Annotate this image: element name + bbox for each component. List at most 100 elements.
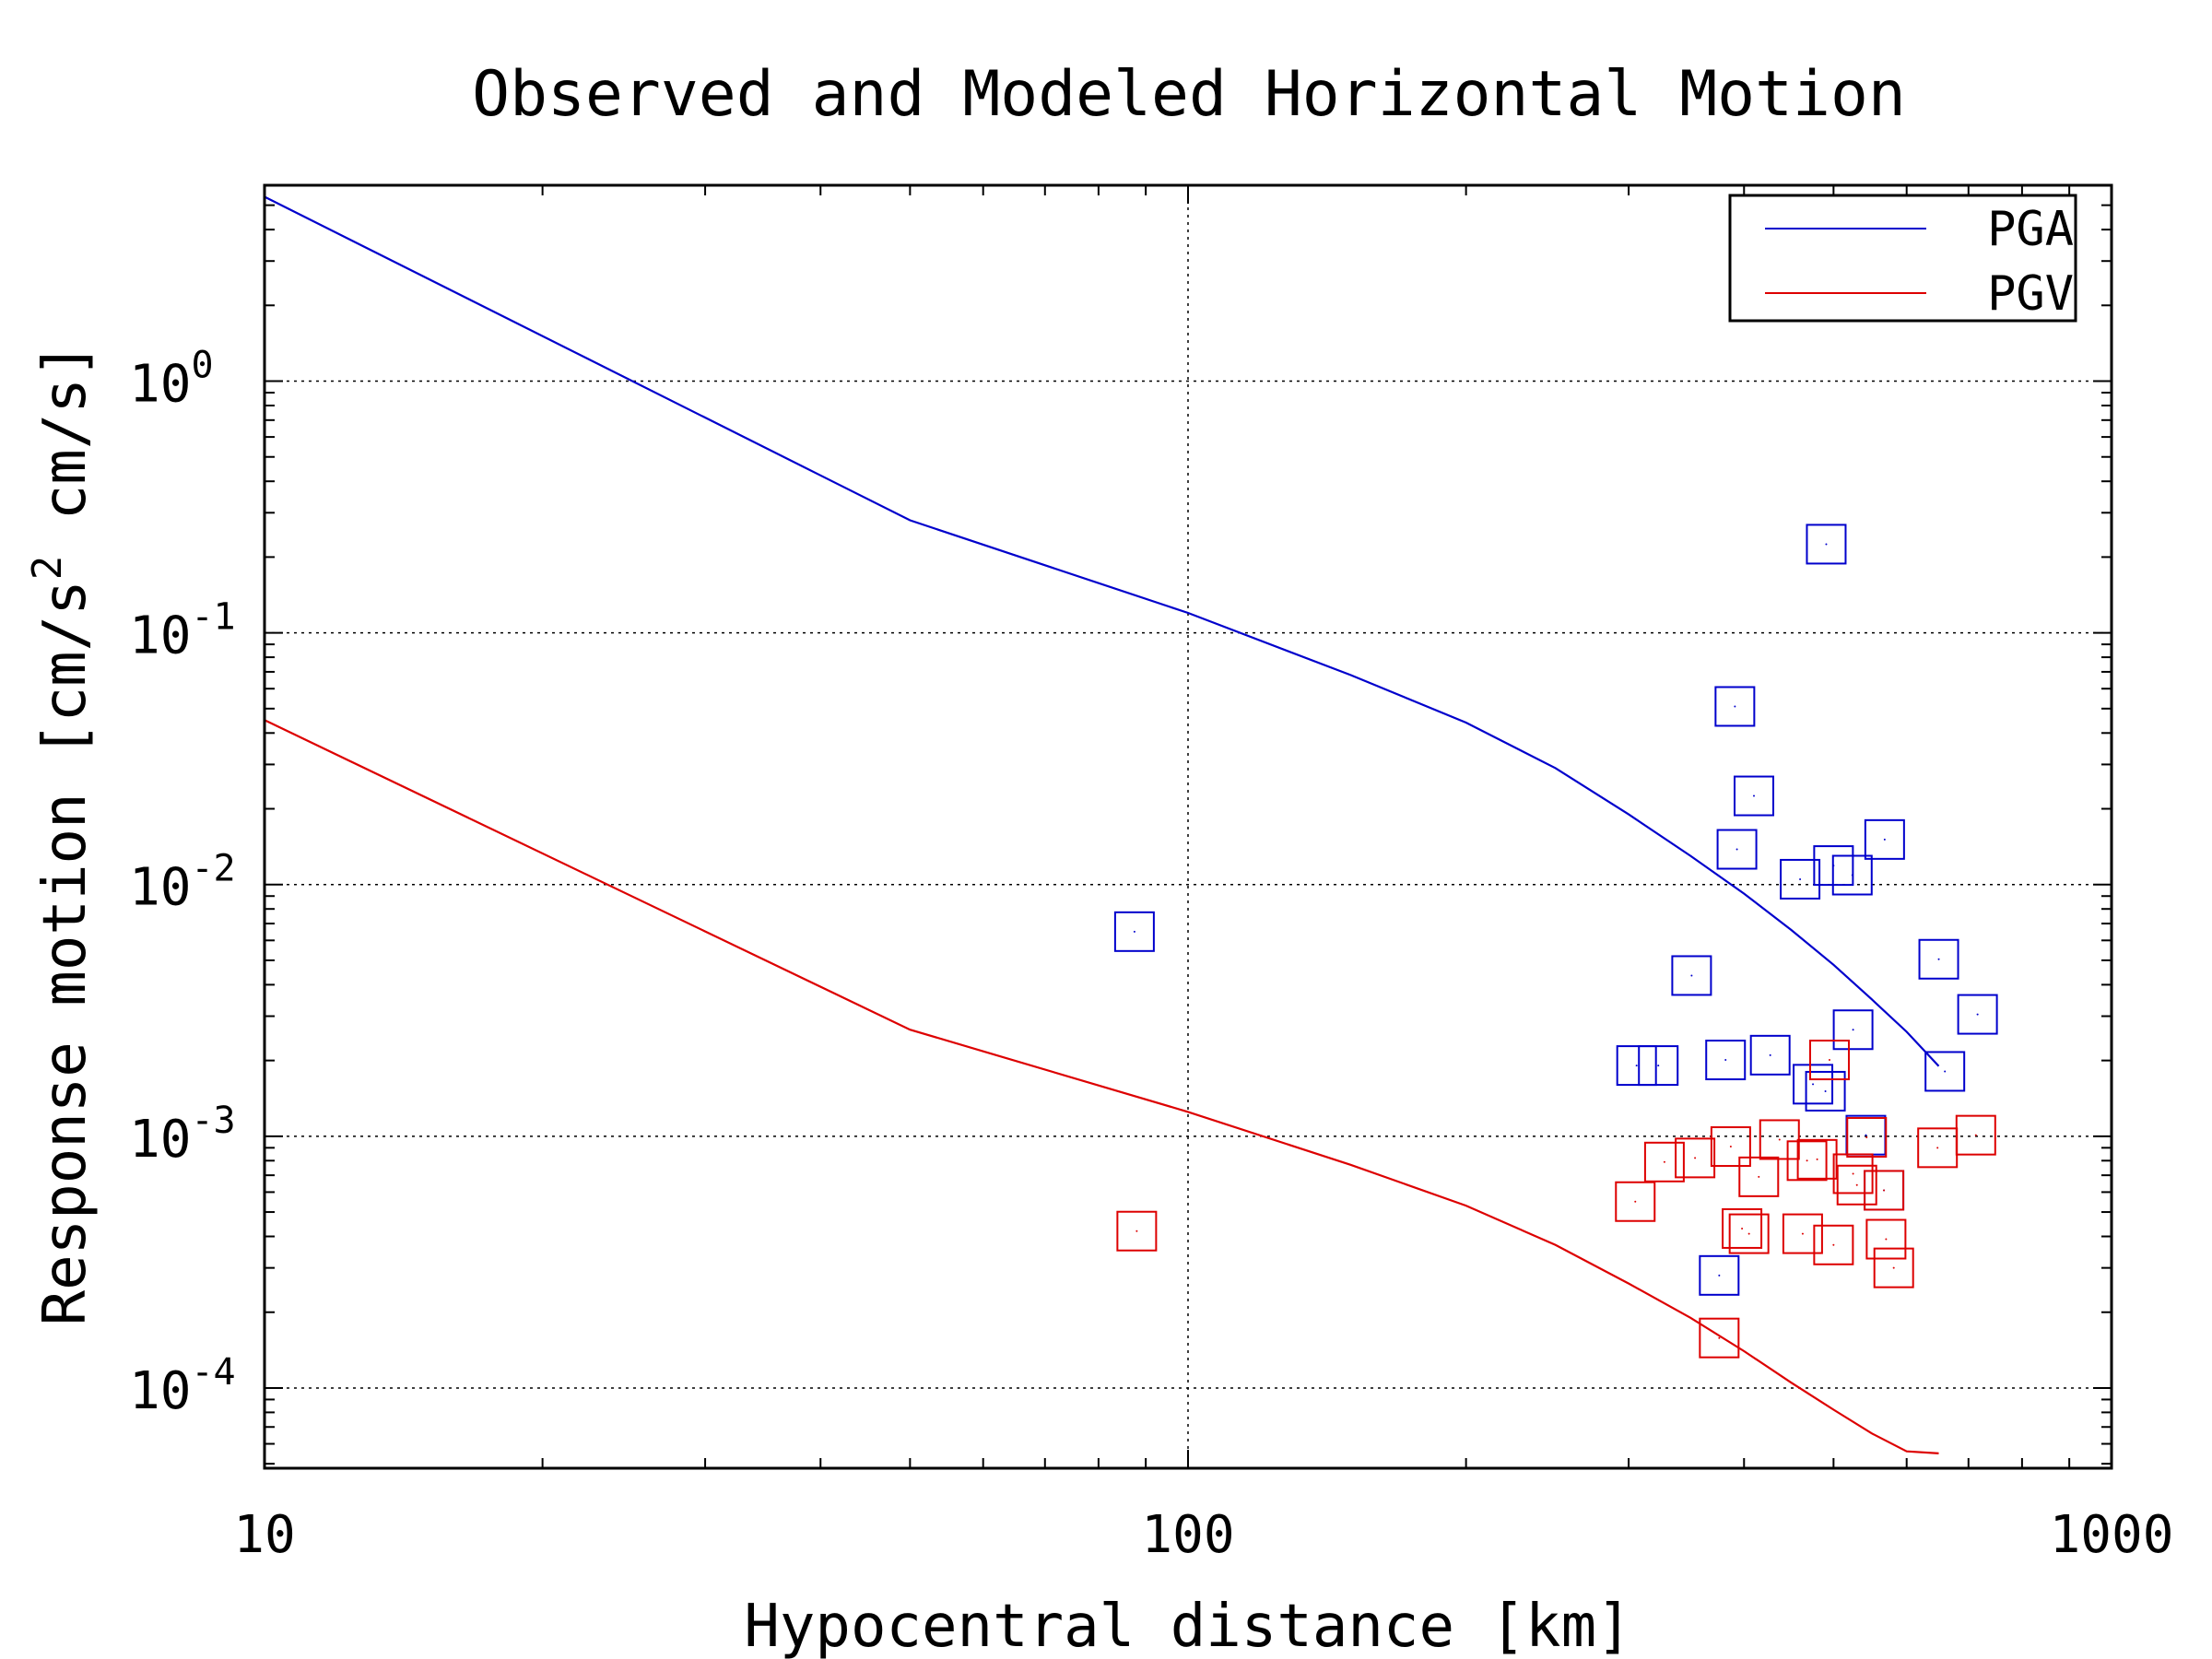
observed-point-center-pgv [1828, 1059, 1830, 1062]
observed-point-center-pgv [1816, 1158, 1818, 1160]
observed-point-pga [1705, 1040, 1747, 1081]
x-axis-label: Hypocentral distance [km] [744, 1593, 1631, 1659]
chart-title: Observed and Modeled Horizontal Motion [472, 58, 1906, 131]
observed-point-pga [1806, 524, 1847, 565]
observed-point-center-pga [1976, 1013, 1979, 1016]
y-axis-label-main: Response motion [cm/s [31, 580, 100, 1325]
observed-point-center-pga [1883, 838, 1886, 841]
observed-point-center-pgv [1718, 1336, 1721, 1339]
observed-point-center-pgv [1974, 1134, 1977, 1136]
observed-point-pgv [1710, 1126, 1751, 1168]
observed-point-center-pga [1718, 1274, 1721, 1277]
observed-point-center-pgv [1634, 1200, 1637, 1203]
observed-point-center-pga [1690, 974, 1693, 977]
observed-point-center-pga [1734, 705, 1736, 708]
observed-point-pgv [1643, 1141, 1685, 1182]
observed-point-pga [1113, 911, 1155, 952]
observed-point-center-pga [1769, 1053, 1771, 1056]
observed-point-center-pga [1851, 874, 1853, 877]
plot-frame [263, 183, 2113, 1470]
legend: PGA PGV [1728, 194, 2077, 323]
y-tick-labels: 100 10-1 10-2 10-3 10-4 [129, 345, 236, 1421]
observed-point-pga [1734, 775, 1775, 817]
observed-point-pgv [1615, 1181, 1656, 1222]
observed-point-center-pgv [1747, 1232, 1750, 1235]
observed-point-pgv [1738, 1156, 1780, 1197]
observed-point-pga [1714, 686, 1756, 727]
observed-point-pgv [1808, 1040, 1850, 1081]
observed-point-pga [1864, 818, 1905, 860]
y-axis-label: Response motion [cm/s2 cm/s] [24, 343, 100, 1326]
observed-point-center-pgv [1663, 1160, 1665, 1163]
observed-point-center-pgv [1806, 1159, 1808, 1162]
observed-point-center-pgv [1883, 1189, 1886, 1192]
model-curve-pgv [264, 719, 1939, 1454]
observed-point-pgv [1722, 1207, 1763, 1249]
legend-box [1728, 194, 2077, 323]
observed-point-center-pgv [1885, 1238, 1888, 1241]
y-axis-label-exponent: 2 [24, 556, 71, 581]
observed-point-pgv [1116, 1210, 1158, 1252]
observed-point-pgv [1786, 1140, 1828, 1182]
observed-point-center-pgv [1865, 1136, 1868, 1139]
observed-point-pga [1793, 1064, 1834, 1105]
observed-point-pgv [1836, 1164, 1877, 1206]
observed-point-center-pgv [1741, 1227, 1744, 1230]
observed-point-pga [1957, 994, 1998, 1035]
observed-point-pga [1616, 1045, 1657, 1087]
observed-point-pgv [1846, 1117, 1888, 1159]
observed-point-pga [1831, 854, 1873, 896]
observed-point-center-pgv [1852, 1172, 1854, 1175]
model-curve-pga [264, 195, 1940, 1067]
observed-point-pga [1924, 1051, 1966, 1092]
observed-point-center-pga [1133, 930, 1135, 933]
axis-ticks [264, 184, 2112, 1468]
y-axis-label-tail: cm/s] [31, 343, 100, 556]
observed-point-pgv [1782, 1213, 1823, 1254]
observed-point-pga [1716, 829, 1758, 870]
observed-point-pgv [1699, 1317, 1740, 1359]
observed-point-pga [1671, 955, 1712, 996]
observed-point-pga [1749, 1034, 1791, 1076]
observed-point-center-pgv [1892, 1266, 1895, 1269]
observed-point-pga [1805, 1070, 1846, 1112]
observed-points [1113, 524, 1998, 1359]
observed-point-pgv [1796, 1138, 1838, 1180]
observed-point-center-pga [1735, 848, 1738, 851]
observed-point-center-pgv [1801, 1232, 1804, 1235]
observed-point-center-pgv [1694, 1157, 1697, 1159]
observed-point-pgv [1865, 1218, 1907, 1260]
y-tick-label: 100 [129, 345, 214, 415]
observed-point-pga [1699, 1254, 1740, 1296]
observed-point-pga [1780, 858, 1821, 900]
observed-point-pga [1832, 1009, 1874, 1051]
observed-point-center-pga [1937, 958, 1940, 960]
observed-point-pgv [1813, 1224, 1854, 1265]
observed-point-center-pgv [1936, 1147, 1939, 1149]
observed-point-center-pgv [1729, 1146, 1732, 1148]
observed-point-center-pgv [1832, 1243, 1835, 1246]
observed-point-pgv [1873, 1247, 1914, 1288]
observed-point-center-pgv [1778, 1138, 1781, 1141]
observed-point-center-pga [1657, 1065, 1660, 1067]
observed-point-center-pgv [1855, 1183, 1858, 1186]
observed-point-center-pga [1635, 1065, 1638, 1067]
y-tick-label: 10-1 [129, 596, 236, 666]
observed-point-center-pga [1944, 1070, 1947, 1073]
observed-point-pgv [1864, 1170, 1905, 1211]
observed-point-center-pgv [1135, 1230, 1138, 1232]
y-tick-label: 10-4 [129, 1351, 236, 1421]
observed-point-center-pga [1865, 1134, 1867, 1136]
legend-label-pga: PGA [1987, 202, 2074, 257]
model-curves [264, 195, 1940, 1454]
observed-point-pgv [1832, 1153, 1874, 1194]
observed-point-center-pgv [1758, 1175, 1760, 1178]
legend-label-pgv: PGV [1987, 266, 2074, 322]
observed-point-center-pga [1812, 1083, 1815, 1086]
observed-point-pgv [1955, 1114, 1996, 1156]
x-tick-label: 10 [233, 1505, 295, 1565]
x-tick-labels: 10 100 1000 [233, 1505, 2173, 1565]
observed-point-pgv [1728, 1213, 1770, 1254]
y-tick-label: 10-3 [129, 1100, 236, 1170]
